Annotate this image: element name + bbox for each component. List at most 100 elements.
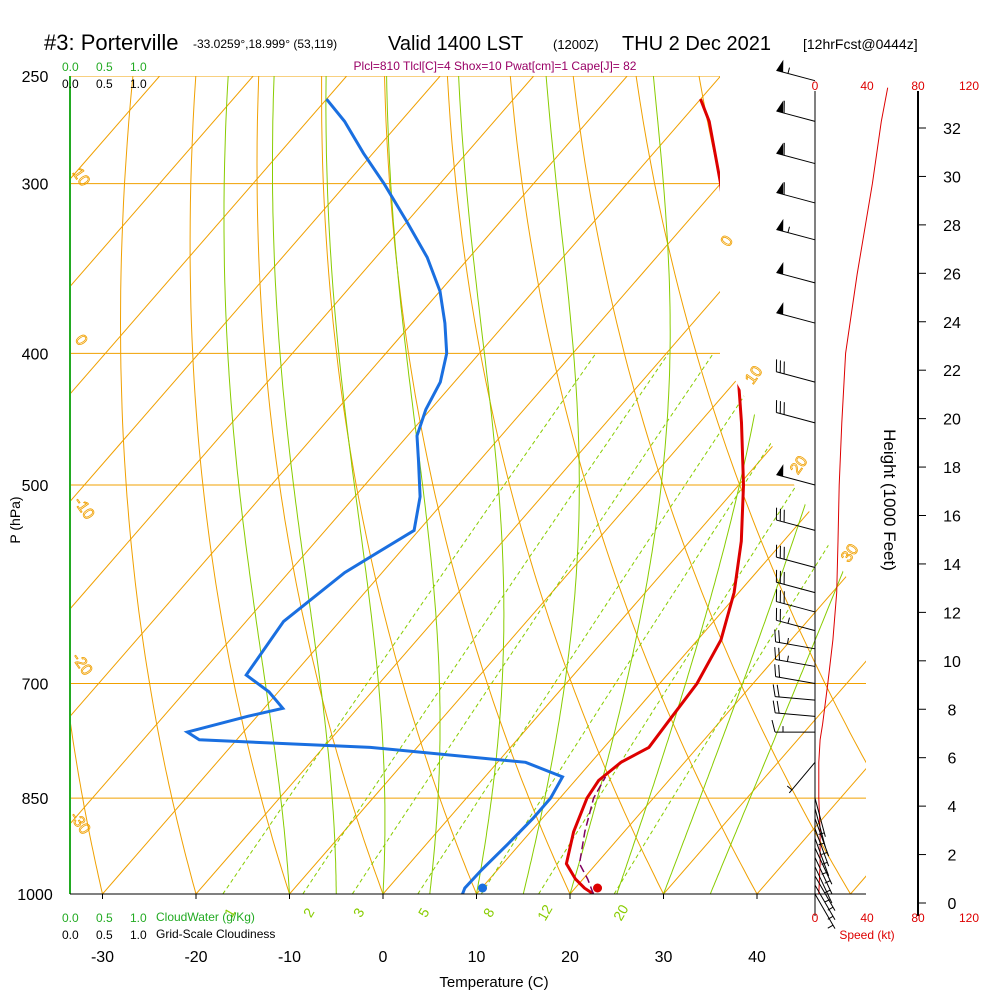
height-tick-label: 10	[943, 654, 961, 671]
dry-adiabat	[119, 76, 197, 894]
height-tick-label: 18	[943, 460, 961, 477]
height-tick-label: 8	[948, 702, 957, 719]
speed-tick-label-top: 40	[860, 79, 874, 93]
wind-barb	[774, 647, 816, 667]
wind-barb-pennant	[776, 302, 784, 315]
isotherm	[70, 76, 441, 894]
wind-barb-shaft	[776, 272, 816, 284]
wind-barb-shaft	[814, 866, 833, 904]
wind-barb-shaft	[776, 192, 816, 204]
height-tick-label: 6	[948, 751, 957, 768]
wind-barb-half	[827, 906, 834, 911]
wind-barb-flag	[771, 719, 776, 733]
surface-dewpoint-marker	[478, 883, 488, 893]
wind-barb	[776, 59, 816, 82]
isotherm	[70, 76, 254, 894]
dry-adiabat	[189, 76, 290, 894]
mixing-ratio-label: 8	[480, 905, 498, 920]
temperature-tick-label: 40	[748, 949, 766, 966]
wind-barb-shaft	[775, 696, 816, 701]
wind-barb-shaft	[776, 312, 816, 324]
dry-adiabat-label: -20	[68, 650, 95, 679]
wind-barb-shaft	[776, 371, 816, 383]
temperature-tick-label: 20	[561, 949, 579, 966]
wind-barb	[776, 464, 816, 486]
wind-barb-shaft	[776, 110, 816, 122]
height-tick-label: 22	[943, 363, 961, 380]
speed-tick-label-top: 120	[959, 79, 979, 93]
wind-barb-half	[827, 915, 834, 920]
wind-barb-flag	[778, 647, 781, 661]
wind-barb-half	[821, 871, 828, 875]
wind-barb-pennant	[776, 100, 784, 113]
wind-barb-flag	[774, 664, 777, 677]
isotherm	[663, 76, 866, 894]
wind-speed-profile	[818, 87, 889, 895]
dry-adiabat-label: 0	[71, 332, 90, 349]
mixing-ratio-label: 20	[610, 902, 632, 924]
speed-tick-label-bottom: 40	[860, 911, 874, 925]
isotherm	[70, 76, 535, 894]
y-axis-label: P (hPa)	[7, 496, 23, 543]
dry-adiabat	[572, 76, 851, 894]
wind-barb-flag	[776, 700, 780, 714]
pressure-tick-label: 850	[22, 791, 49, 808]
valid-time: Valid 1400 LST	[388, 33, 523, 55]
wind-barb	[775, 400, 816, 424]
wind-barb	[814, 893, 836, 929]
pressure-tick-label: 400	[22, 346, 49, 363]
cloud-scale-tick-label: 0.0	[62, 911, 79, 925]
speed-tick-label-bottom: 80	[911, 911, 925, 925]
cloud-scale-tick-label: 0.5	[96, 60, 113, 74]
height-tick-label: 2	[948, 848, 957, 865]
mixing-ratio-label: 5	[415, 905, 433, 920]
isotherm	[289, 76, 866, 894]
wind-barb-pennant	[776, 262, 784, 275]
moist-adiabat	[569, 76, 671, 894]
wind-barb-shaft	[776, 556, 816, 568]
wind-barb-shaft	[776, 69, 816, 82]
height-tick-label: 26	[943, 266, 961, 283]
x-axis-label: Temperature (C)	[439, 974, 548, 991]
chart-axes: 1 2 3 5 8 12 200102030100-10-20-30100085070050…	[17, 60, 866, 966]
dry-adiabat	[635, 76, 866, 894]
wind-barb	[776, 218, 816, 241]
wind-barb-flag	[772, 684, 776, 697]
wind-barb-half	[787, 226, 790, 233]
wind-barb-pennant	[776, 142, 784, 156]
wind-barb	[774, 629, 816, 650]
wind-barb-shaft	[814, 828, 830, 867]
height-tick-label: 32	[943, 121, 961, 138]
wind-barb-pennant	[776, 464, 784, 477]
wind-barb	[814, 828, 830, 867]
dry-adiabat-label: 30	[838, 541, 862, 565]
moist-adiabat	[272, 76, 337, 894]
wind-barb-shaft	[776, 228, 816, 241]
wind-barb-shaft	[775, 641, 816, 650]
wind-barb	[814, 847, 833, 885]
cloud-scale-tick-label: 0.0	[62, 77, 79, 91]
chart-grid	[70, 76, 866, 894]
wind-barb-half	[787, 67, 790, 74]
mixing-ratio-line	[613, 353, 866, 894]
dry-adiabat	[446, 76, 664, 894]
dry-adiabat	[70, 76, 103, 894]
wind-barb	[774, 664, 816, 685]
utc-time: (1200Z)	[553, 37, 599, 52]
wind-barb-flag	[776, 684, 780, 698]
series-parcel	[578, 776, 607, 894]
mixing-ratio-label: 3	[350, 905, 368, 920]
mixing-ratio-line	[480, 353, 831, 894]
height-tick-label: 24	[943, 315, 961, 332]
wind-barb-pennant	[776, 182, 784, 195]
wind-barb	[775, 359, 816, 383]
wind-barb-flag	[772, 700, 776, 713]
temperature-tick-label: -10	[278, 949, 301, 966]
temperature-tick-label: 0	[379, 949, 388, 966]
pressure-tick-label: 700	[22, 677, 49, 694]
station-coords: -33.0259°,18.999° (53,119)	[193, 37, 337, 51]
cloudiness-label: Grid-Scale Cloudiness	[156, 927, 275, 941]
dry-adiabat	[824, 76, 866, 894]
isotherm	[382, 76, 866, 894]
